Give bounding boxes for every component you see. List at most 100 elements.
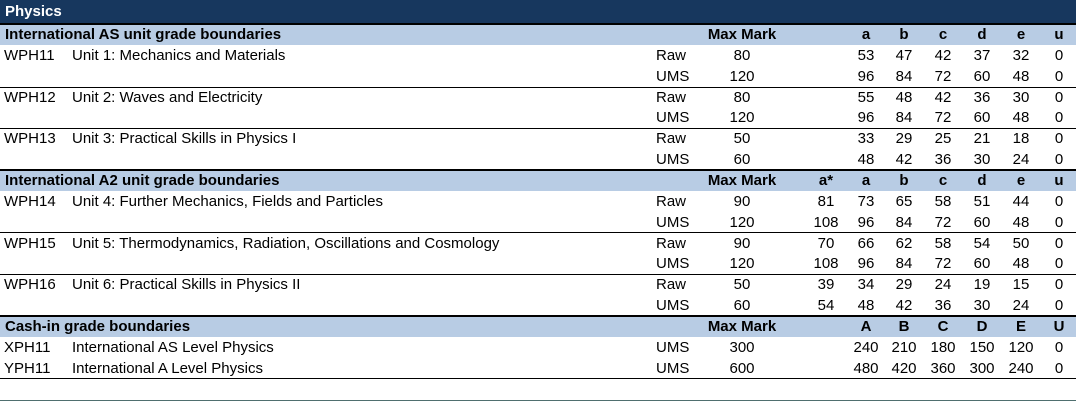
grade-value: 25: [934, 130, 952, 148]
max-mark: 600: [729, 359, 755, 377]
grade-value: 240: [1008, 359, 1034, 377]
title-bar: [0, 0, 1076, 23]
scale: Raw: [656, 234, 687, 252]
section-heading: International AS unit grade boundaries: [5, 26, 282, 43]
unit-name: Unit 6: Practical Skills in Physics II: [72, 276, 301, 294]
grade-value: 96: [857, 109, 875, 127]
grade-header: B: [898, 317, 910, 335]
grade-value: 34: [857, 276, 875, 294]
max-mark-header: Max Mark: [707, 171, 777, 189]
grade-header: e: [1016, 171, 1026, 189]
unit-code: WPH14: [4, 192, 56, 210]
grade-value: 60: [973, 213, 991, 231]
grade-value: 55: [857, 88, 875, 106]
grade-value: 0: [1054, 359, 1064, 377]
grade-value: 30: [1012, 88, 1030, 106]
scale: UMS: [656, 213, 690, 231]
grade-value: 36: [973, 88, 991, 106]
grade-header: E: [1015, 317, 1027, 335]
grade-value: 39: [817, 276, 835, 294]
row-rule: [0, 378, 1076, 379]
grade-value: 51: [973, 192, 991, 210]
max-mark: 80: [733, 88, 751, 106]
grade-value: 72: [934, 109, 952, 127]
grade-value: 240: [853, 338, 879, 356]
grade-value: 0: [1054, 67, 1064, 85]
section-rule: [0, 314, 1076, 317]
grade-value: 30: [973, 151, 991, 169]
grade-value: 0: [1054, 234, 1064, 252]
grade-value: 65: [895, 192, 913, 210]
grade-value: 47: [895, 46, 913, 64]
grade-value: 180: [930, 338, 956, 356]
section-band: [0, 315, 1076, 337]
grade-value: 84: [895, 109, 913, 127]
scale: UMS: [656, 359, 690, 377]
grade-value: 24: [1012, 151, 1030, 169]
grade-value: 360: [930, 359, 956, 377]
grade-value: 42: [895, 297, 913, 315]
scale: Raw: [656, 46, 687, 64]
grade-value: 58: [934, 192, 952, 210]
scale: Raw: [656, 276, 687, 294]
grade-value: 50: [1012, 234, 1030, 252]
grade-value: 0: [1054, 109, 1064, 127]
grade-value: 42: [895, 151, 913, 169]
row-rule: [0, 87, 1076, 88]
scale: UMS: [656, 338, 690, 356]
grade-value: 0: [1054, 255, 1064, 273]
max-mark: 300: [729, 338, 755, 356]
scale: UMS: [656, 297, 690, 315]
grade-value: 53: [857, 46, 875, 64]
grade-value: 84: [895, 213, 913, 231]
grade-value: 60: [973, 109, 991, 127]
grade-value: 73: [857, 192, 875, 210]
grade-header: d: [977, 26, 987, 43]
grade-header: a: [861, 171, 871, 189]
max-mark: 90: [733, 192, 751, 210]
unit-code: WPH16: [4, 276, 56, 294]
grade-value: 33: [857, 130, 875, 148]
max-mark: 80: [733, 46, 751, 64]
grade-value: 150: [969, 338, 995, 356]
grade-value: 84: [895, 255, 913, 273]
grade-value: 96: [857, 67, 875, 85]
max-mark: 120: [729, 255, 755, 273]
unit-code: XPH11: [4, 338, 51, 356]
grade-value: 29: [895, 276, 913, 294]
grade-value: 21: [973, 130, 991, 148]
scale: UMS: [656, 67, 690, 85]
row-rule: [0, 128, 1076, 129]
grade-value: 60: [973, 255, 991, 273]
unit-code: WPH12: [4, 88, 56, 106]
grade-value: 108: [813, 213, 839, 231]
max-mark: 60: [733, 151, 751, 169]
max-mark: 90: [733, 234, 751, 252]
grade-value: 36: [934, 297, 952, 315]
unit-code: WPH13: [4, 130, 56, 148]
row-rule: [0, 274, 1076, 275]
grade-value: 24: [934, 276, 952, 294]
section-band: [0, 169, 1076, 191]
unit-name: Unit 3: Practical Skills in Physics I: [72, 130, 297, 148]
grade-value: 0: [1054, 338, 1064, 356]
max-mark: 120: [729, 67, 755, 85]
scale: Raw: [656, 88, 687, 106]
grade-value: 72: [934, 213, 952, 231]
grade-header: u: [1054, 171, 1064, 189]
grade-value: 30: [973, 297, 991, 315]
grade-value: 0: [1054, 213, 1064, 231]
grade-value: 60: [973, 67, 991, 85]
unit-code: WPH15: [4, 234, 56, 252]
scale: UMS: [656, 255, 690, 273]
grade-header: u: [1054, 26, 1064, 43]
grade-header: b: [899, 26, 909, 43]
max-mark: 50: [733, 276, 751, 294]
grade-value: 120: [1008, 338, 1034, 356]
grade-value: 48: [1012, 109, 1030, 127]
footer-rule: [0, 400, 1076, 401]
unit-name: International AS Level Physics: [72, 338, 274, 356]
max-mark: 120: [729, 213, 755, 231]
grade-header: U: [1053, 317, 1065, 335]
grade-value: 32: [1012, 46, 1030, 64]
